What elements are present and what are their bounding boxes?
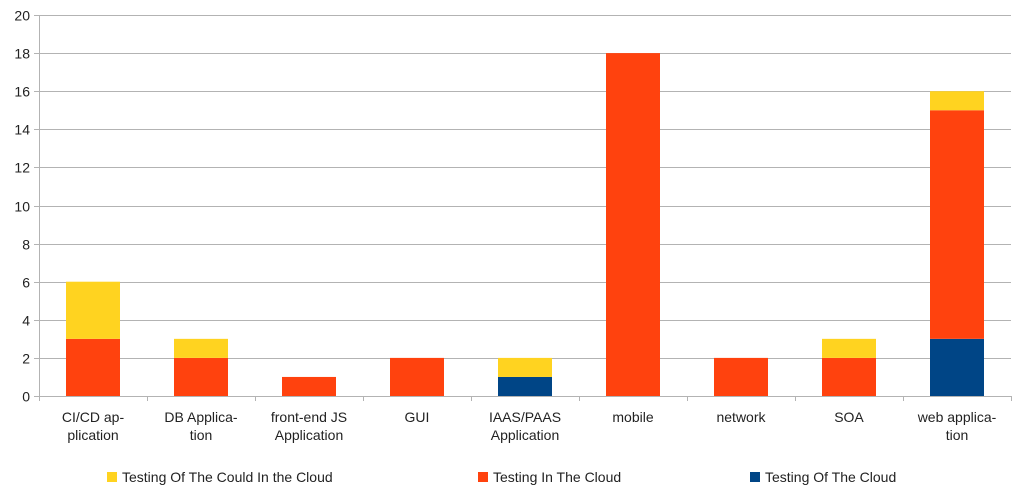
x-category-label-7: SOA [834, 409, 864, 425]
legend-label-2: Testing Of The Cloud [765, 469, 896, 485]
x-category-label-4: IAAS/PAAS Application [489, 409, 561, 443]
legend-label-0: Testing Of The Could In the Cloud [122, 469, 333, 485]
y-tick-label-8: 8 [22, 237, 30, 253]
bar-segment-6-1 [714, 357, 768, 396]
bar-segment-4-2 [498, 357, 552, 377]
bar-segment-8-0 [930, 338, 984, 396]
x-category-label-line: GUI [405, 409, 430, 425]
bar-segment-0-1 [66, 338, 120, 396]
legend-label-1: Testing In The Cloud [493, 469, 621, 485]
x-category-label-line: Application [275, 427, 344, 443]
x-category-label-line: DB Applica- [164, 409, 237, 425]
y-tick-label-4: 4 [22, 313, 30, 329]
y-tick-label-2: 2 [22, 351, 30, 367]
y-tick-label-18: 18 [14, 46, 30, 62]
bars [66, 53, 984, 396]
bar-segment-0-2 [66, 281, 120, 339]
x-category-label-line: IAAS/PAAS [489, 409, 561, 425]
legend: Testing Of The Could In the Cloud Testing… [107, 469, 896, 485]
bar-segment-1-1 [174, 357, 228, 396]
bar-segment-3-1 [390, 357, 444, 396]
x-category-labels: CI/CD ap-plication DB Applica-tion front-e… [62, 409, 997, 443]
y-tick-label-0: 0 [22, 389, 30, 405]
x-category-label-2: front-end JS Application [271, 409, 347, 443]
y-tick-label-20: 20 [14, 8, 30, 24]
x-category-label-line: SOA [834, 409, 864, 425]
bar-segment-2-1 [282, 376, 336, 396]
y-tick-label-6: 6 [22, 275, 30, 291]
bar-segment-5-1 [606, 53, 660, 396]
bar-segment-8-1 [930, 110, 984, 339]
x-category-label-line: mobile [612, 409, 653, 425]
y-tick-label-10: 10 [14, 199, 30, 215]
y-tick-label-16: 16 [14, 84, 30, 100]
legend-swatch-0 [107, 472, 117, 482]
bar-segment-1-2 [174, 338, 228, 358]
bar-segment-7-2 [822, 338, 876, 358]
x-category-label-line: tion [946, 427, 969, 443]
axes [34, 15, 1012, 401]
x-category-label-5: mobile [612, 409, 653, 425]
legend-swatch-1 [478, 472, 488, 482]
y-tick-labels: 0 2 4 6 8 10 12 14 16 18 20 [14, 8, 30, 405]
x-category-label-line: web applica- [917, 409, 997, 425]
x-category-label-line: CI/CD ap- [62, 409, 125, 425]
y-tick-label-14: 14 [14, 122, 30, 138]
x-category-label-line: plication [67, 427, 118, 443]
bar-segment-4-0 [498, 376, 552, 396]
x-category-label-6: network [716, 409, 766, 425]
x-category-label-line: network [716, 409, 766, 425]
x-category-label-line: front-end JS [271, 409, 347, 425]
legend-swatch-2 [750, 472, 760, 482]
x-category-label-8: web applica-tion [917, 409, 997, 443]
bar-segment-7-1 [822, 357, 876, 396]
x-category-label-0: CI/CD ap-plication [62, 409, 125, 443]
x-category-label-1: DB Applica-tion [164, 409, 237, 443]
bar-segment-8-2 [930, 91, 984, 111]
y-tick-label-12: 12 [14, 160, 30, 176]
x-category-label-line: tion [190, 427, 213, 443]
x-category-label-line: Application [491, 427, 560, 443]
x-category-label-3: GUI [405, 409, 430, 425]
